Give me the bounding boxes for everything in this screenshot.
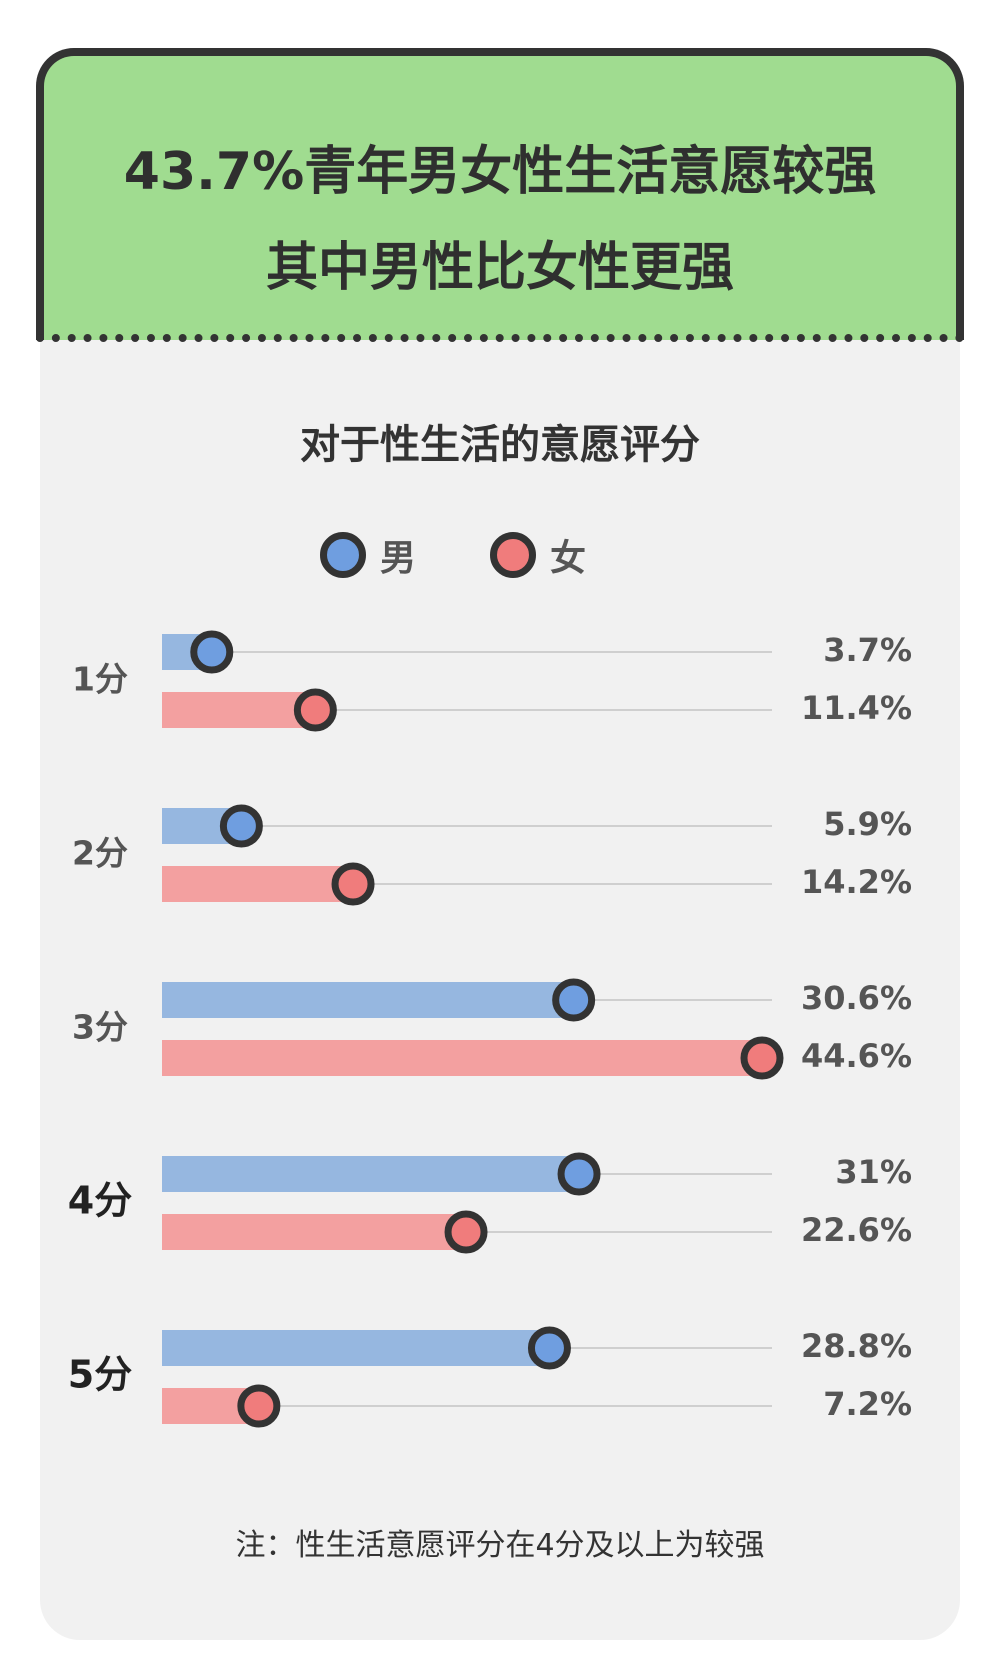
marker-male-2 <box>219 804 263 848</box>
marker-female-5 <box>237 1384 281 1428</box>
category-label-1: 1分 <box>72 660 128 699</box>
category-label-3: 3分 <box>72 1008 128 1047</box>
bar-male-3 <box>162 982 574 1018</box>
value-label-female-4: 22.6% <box>801 1211 912 1249</box>
header-banner: 43.7%青年男女性生活意愿较强 其中男性比女性更强 <box>36 48 964 340</box>
bar-male-4 <box>162 1156 580 1192</box>
value-label-male-2: 5.9% <box>823 805 912 843</box>
dotted-divider <box>36 334 964 342</box>
marker-male-1 <box>190 630 234 674</box>
value-label-male-4: 31% <box>835 1153 912 1191</box>
category-label-5: 5分 <box>68 1353 132 1397</box>
chart-subtitle: 对于性生活的意愿评分 <box>300 422 700 468</box>
marker-male-3 <box>552 978 596 1022</box>
value-label-female-3: 44.6% <box>801 1037 912 1075</box>
value-label-male-5: 28.8% <box>801 1327 912 1365</box>
marker-female-4 <box>444 1210 488 1254</box>
bar-female-4 <box>162 1214 467 1250</box>
value-label-male-3: 30.6% <box>801 979 912 1017</box>
bar-male-5 <box>162 1330 550 1366</box>
legend-item-male: 男 <box>320 532 417 579</box>
category-label-2: 2分 <box>72 834 128 873</box>
value-label-female-2: 14.2% <box>801 863 912 901</box>
marker-male-4 <box>557 1152 601 1196</box>
marker-male-5 <box>527 1326 571 1370</box>
title-line-2: 其中男性比女性更强 <box>265 238 734 298</box>
value-label-female-5: 7.2% <box>823 1385 912 1423</box>
legend-item-female: 女 <box>490 532 587 579</box>
legend-label-female: 女 <box>550 538 587 579</box>
legend-marker-female-icon <box>490 532 536 578</box>
legend-marker-male-icon <box>320 532 366 578</box>
bar-female-3 <box>162 1040 762 1076</box>
footnote: 注：性生活意愿评分在4分及以上为较强 <box>235 1528 765 1563</box>
value-label-female-1: 11.4% <box>801 689 912 727</box>
page-title: 43.7%青年男女性生活意愿较强 其中男性比女性更强 <box>44 124 956 316</box>
legend-label-male: 男 <box>380 538 417 579</box>
title-line-1: 43.7%青年男女性生活意愿较强 <box>123 142 877 202</box>
marker-female-2 <box>331 862 375 906</box>
marker-female-3 <box>740 1036 784 1080</box>
marker-female-1 <box>293 688 337 732</box>
bar-female-2 <box>162 866 354 902</box>
bar-female-1 <box>162 692 316 728</box>
category-label-4: 4分 <box>68 1179 132 1223</box>
value-label-male-1: 3.7% <box>823 631 912 669</box>
